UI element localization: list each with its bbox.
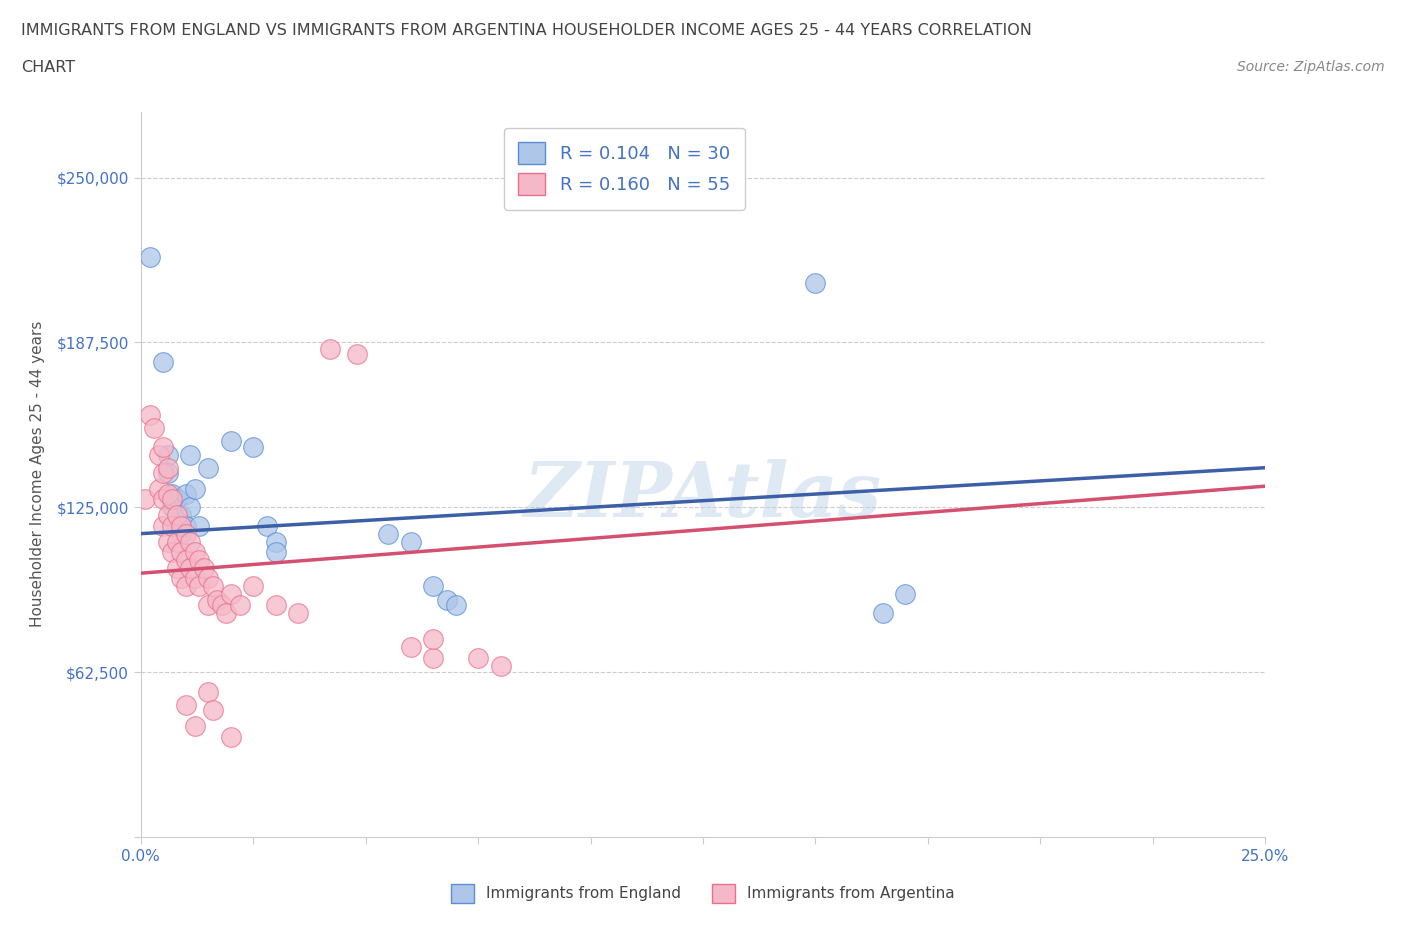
Point xyxy=(264,597,287,612)
Point xyxy=(894,587,917,602)
Point xyxy=(183,545,205,560)
Point xyxy=(156,466,179,481)
Point xyxy=(193,561,215,576)
Point xyxy=(183,482,205,497)
Point xyxy=(219,587,242,602)
Point xyxy=(166,534,188,549)
Point xyxy=(201,579,224,594)
Point xyxy=(346,347,368,362)
Point xyxy=(174,526,197,541)
Point xyxy=(377,526,399,541)
Point xyxy=(215,605,238,620)
Point xyxy=(174,518,197,533)
Text: Source: ZipAtlas.com: Source: ZipAtlas.com xyxy=(1237,60,1385,74)
Point xyxy=(399,534,422,549)
Point xyxy=(174,486,197,501)
Point xyxy=(174,552,197,567)
Point xyxy=(160,499,183,514)
Point xyxy=(264,545,287,560)
Point xyxy=(197,684,219,699)
Point xyxy=(422,650,444,665)
Point xyxy=(242,439,264,454)
Point xyxy=(170,526,193,541)
Point xyxy=(188,579,211,594)
Point xyxy=(872,605,894,620)
Point xyxy=(179,499,201,514)
Point xyxy=(166,518,188,533)
Legend: Immigrants from England, Immigrants from Argentina: Immigrants from England, Immigrants from… xyxy=(439,871,967,915)
Point xyxy=(183,571,205,586)
Point xyxy=(138,407,160,422)
Point xyxy=(160,492,183,507)
Point xyxy=(170,518,193,533)
Point xyxy=(422,631,444,646)
Point xyxy=(197,460,219,475)
Point xyxy=(422,579,444,594)
Point xyxy=(188,552,211,567)
Point xyxy=(152,439,174,454)
Point xyxy=(228,597,250,612)
Point xyxy=(166,561,188,576)
Point xyxy=(160,518,183,533)
Point xyxy=(444,597,467,612)
Text: IMMIGRANTS FROM ENGLAND VS IMMIGRANTS FROM ARGENTINA HOUSEHOLDER INCOME AGES 25 : IMMIGRANTS FROM ENGLAND VS IMMIGRANTS FR… xyxy=(21,23,1032,38)
Point xyxy=(156,486,179,501)
Point xyxy=(211,597,233,612)
Point xyxy=(399,640,422,655)
Point xyxy=(467,650,489,665)
Point xyxy=(219,434,242,449)
Point xyxy=(179,534,201,549)
Text: CHART: CHART xyxy=(21,60,75,75)
Point xyxy=(183,719,205,734)
Point xyxy=(156,508,179,523)
Point xyxy=(179,561,201,576)
Point xyxy=(143,420,166,435)
Point xyxy=(160,545,183,560)
Point xyxy=(152,466,174,481)
Point xyxy=(170,571,193,586)
Point xyxy=(804,275,827,290)
Point xyxy=(197,597,219,612)
Point xyxy=(179,447,201,462)
Point xyxy=(152,492,174,507)
Point xyxy=(201,703,224,718)
Point xyxy=(138,249,160,264)
Point xyxy=(156,447,179,462)
Point xyxy=(134,492,156,507)
Point xyxy=(264,534,287,549)
Point xyxy=(287,605,309,620)
Point xyxy=(197,571,219,586)
Point xyxy=(242,579,264,594)
Point xyxy=(219,729,242,744)
Point xyxy=(148,482,170,497)
Point xyxy=(156,534,179,549)
Y-axis label: Householder Income Ages 25 - 44 years: Householder Income Ages 25 - 44 years xyxy=(31,321,45,628)
Point xyxy=(166,492,188,507)
Point xyxy=(148,447,170,462)
Point xyxy=(174,698,197,712)
Text: ZIPAtlas: ZIPAtlas xyxy=(524,459,882,533)
Point xyxy=(489,658,512,673)
Point xyxy=(166,508,188,523)
Point xyxy=(318,341,340,356)
Point xyxy=(256,518,278,533)
Point xyxy=(152,354,174,369)
Point xyxy=(205,592,228,607)
Point xyxy=(156,460,179,475)
Point xyxy=(174,579,197,594)
Point xyxy=(170,545,193,560)
Point xyxy=(436,592,458,607)
Point xyxy=(160,486,183,501)
Point xyxy=(170,508,193,523)
Point xyxy=(152,518,174,533)
Point xyxy=(188,518,211,533)
Legend: R = 0.104   N = 30, R = 0.160   N = 55: R = 0.104 N = 30, R = 0.160 N = 55 xyxy=(503,128,745,210)
